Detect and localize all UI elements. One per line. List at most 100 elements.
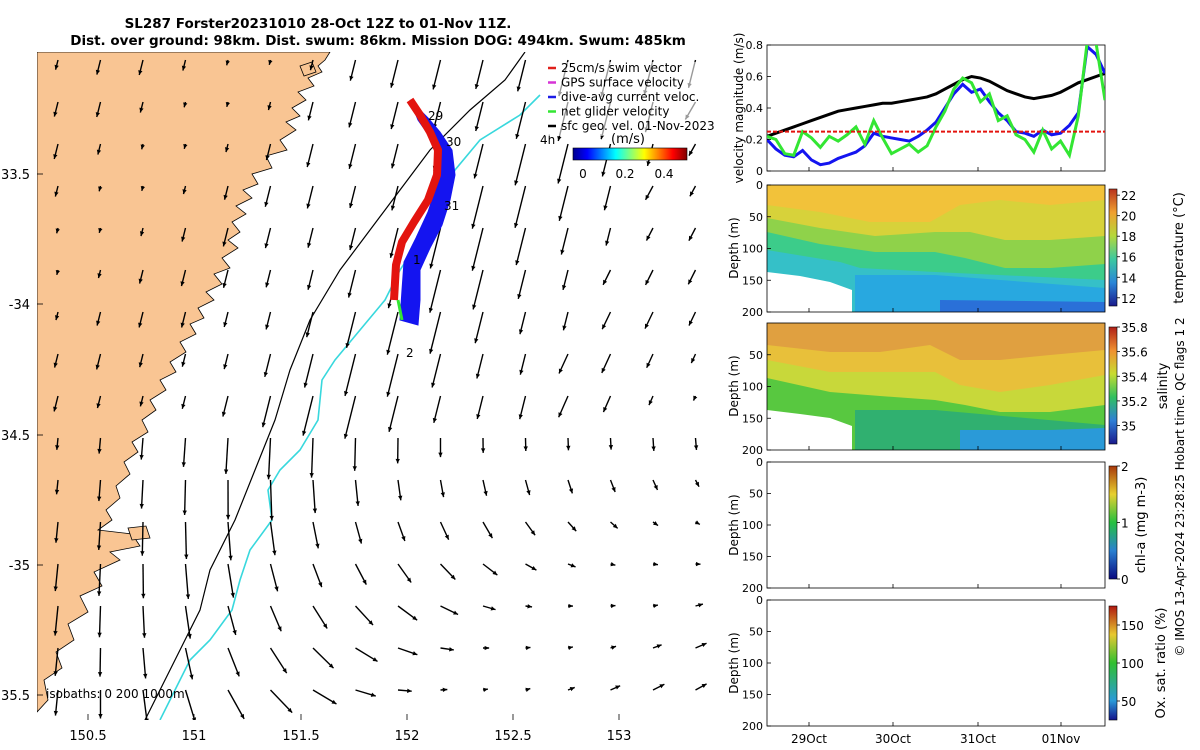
legend-label: 25cm/s swim vector xyxy=(561,61,682,75)
velocity-arrow xyxy=(225,59,230,66)
velocity-arrow xyxy=(227,563,235,598)
velocity-arrow xyxy=(139,395,144,407)
map-y-tick-label: 34.5 xyxy=(1,429,30,444)
velocity-arrow xyxy=(432,59,442,90)
map-x-tick-label: 153 xyxy=(607,729,632,744)
velocity-arrow xyxy=(557,143,569,184)
colorbar-tick-label: 35.2 xyxy=(1121,395,1148,409)
velocity-arrow xyxy=(348,143,357,169)
velocity-arrow xyxy=(96,521,102,551)
velocity-arrow xyxy=(471,227,484,271)
velocity-arrow xyxy=(261,395,272,428)
chlorophyll-cbar-label: chl-a (mg m-3) xyxy=(1134,477,1149,574)
oxygen-panel: 0 50 100 150 200 150 100 50 29Oct 30Oct 31Oct 01Nov… xyxy=(727,594,1169,746)
velocity-arrow xyxy=(390,101,399,130)
net-glider-velocity-track xyxy=(396,299,404,321)
velocity-arrow xyxy=(605,227,612,246)
land-mass xyxy=(37,52,331,713)
velocity-arrow xyxy=(227,521,233,561)
depth-tick-label: 0 xyxy=(756,456,763,469)
oxygen-cbar-label: Ox. sat. ratio (%) xyxy=(1154,608,1169,719)
velocity-arrow xyxy=(97,269,102,279)
velocity-series-line xyxy=(767,45,1105,167)
colorbar-tick-label: 35.4 xyxy=(1121,370,1148,384)
velocity-arrow xyxy=(397,521,406,542)
colorbar-label: (m/s) xyxy=(611,132,645,147)
velocity-arrow xyxy=(349,59,357,81)
velocity-arrow xyxy=(138,353,144,368)
depth-tick-label: 150 xyxy=(742,412,763,425)
velocity-arrow xyxy=(608,437,614,450)
map-x-tick-label: 151 xyxy=(182,729,207,744)
velocity-arrow xyxy=(695,683,707,691)
temperature-colorbar xyxy=(1108,188,1118,307)
velocity-arrow xyxy=(180,311,187,328)
velocity-arrow xyxy=(689,185,697,197)
velocity-arrow xyxy=(312,689,337,705)
colorbar-tick-label: 150 xyxy=(1121,619,1144,633)
velocity-arrow xyxy=(307,269,314,290)
velocity-arrow xyxy=(688,311,697,326)
velocity-arrow xyxy=(601,353,612,374)
velocity-arrow xyxy=(181,395,187,409)
velocity-arrow xyxy=(139,437,144,460)
salinity-cbar-label: salinity xyxy=(1156,362,1171,409)
colorbar-tick-label: 18 xyxy=(1121,230,1136,244)
day-label: 30 xyxy=(446,135,461,149)
velocity-arrow xyxy=(432,395,442,423)
map-x-tick-label: 152.5 xyxy=(494,729,531,744)
depth-tick-label: 50 xyxy=(749,626,763,639)
velocity-arrow xyxy=(96,311,102,326)
velocity-arrow xyxy=(181,59,187,71)
map-y-tick-label: -35 xyxy=(9,559,30,574)
velocity-arrow xyxy=(305,311,314,338)
velocity-arrow xyxy=(688,227,697,242)
velocity-arrow xyxy=(354,563,367,585)
depth-tick-label: 200 xyxy=(742,444,763,457)
velocity-arrow xyxy=(138,311,144,328)
velocity-arrow xyxy=(222,227,229,247)
velocity-arrow xyxy=(225,101,230,108)
velocity-y-tick-label: 0 xyxy=(756,165,763,178)
velocity-arrow xyxy=(692,395,698,401)
velocity-arrow xyxy=(390,59,399,88)
velocity-arrow xyxy=(355,647,378,663)
depth-tick-label: 50 xyxy=(749,349,763,362)
temperature-axes: 0 50 100 150 200 22 20 18 16 14 12 xyxy=(742,179,1136,319)
oxygen-axes: 0 50 100 150 200 150 100 50 29Oct 30Oct 31Oct 01Nov xyxy=(742,594,1144,746)
velocity-arrow xyxy=(517,269,527,300)
velocity-arrow xyxy=(515,227,527,266)
velocity-panel: 0 0.2 0.4 0.6 0.8 velocity magnitude (m/s) xyxy=(732,33,1106,183)
velocity-series-line xyxy=(767,45,1105,160)
velocity-arrow xyxy=(355,689,376,697)
velocity-arrow xyxy=(140,185,145,192)
velocity-arrow xyxy=(473,143,484,179)
velocity-arrow xyxy=(306,143,314,168)
chlorophyll-panel: 0 50 100 150 200 2 1 0 Depth (m) chl-a (mg m-3) xyxy=(727,456,1149,595)
velocity-arrow xyxy=(269,563,279,592)
velocity-arrow xyxy=(516,59,527,92)
velocity-arrow xyxy=(567,603,574,609)
velocity-arrow xyxy=(53,143,59,160)
velocity-y-tick-label: 0.8 xyxy=(746,39,764,52)
velocity-arrow xyxy=(141,563,146,599)
oxygen-colorbar xyxy=(1108,605,1118,721)
velocity-arrow xyxy=(184,563,191,600)
velocity-arrow xyxy=(687,269,697,285)
velocity-arrow xyxy=(652,521,659,527)
velocity-arrow xyxy=(518,395,527,420)
map-y-tick-label: 33.5 xyxy=(1,168,30,183)
velocity-arrow xyxy=(54,59,59,70)
temperature-cbar-label: temperature (°C) xyxy=(1172,192,1187,304)
velocity-arrow xyxy=(602,269,612,286)
velocity-arrow xyxy=(566,437,571,451)
velocity-arrow xyxy=(646,353,654,369)
velocity-arrow xyxy=(348,227,357,251)
velocity-arrow xyxy=(652,683,665,691)
velocity-arrow xyxy=(142,605,147,638)
velocity-arrow xyxy=(474,101,484,132)
velocity-arrow xyxy=(651,437,656,452)
time-tick-label: 30Oct xyxy=(875,732,911,746)
velocity-arrow xyxy=(306,185,314,209)
velocity-arrow xyxy=(648,395,654,406)
